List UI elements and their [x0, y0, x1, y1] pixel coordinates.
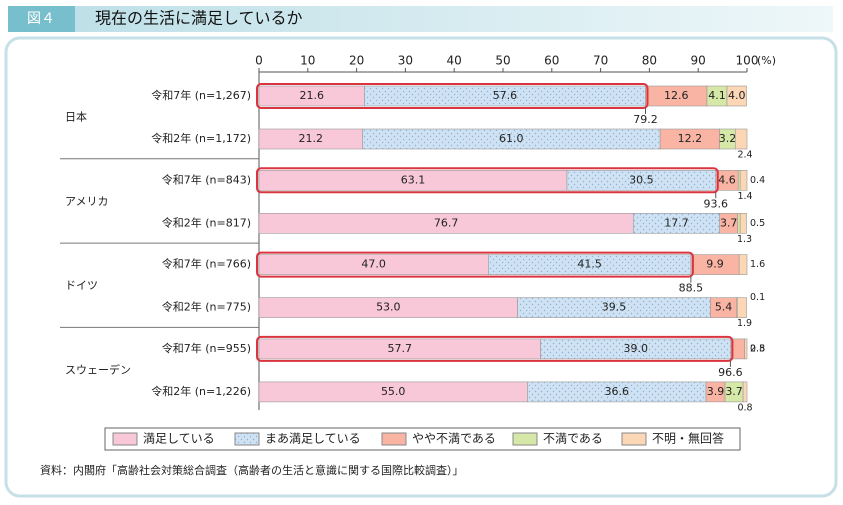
group-label: 日本 — [65, 110, 87, 124]
total-label: 88.5 — [679, 282, 704, 295]
value-label: 0.5 — [750, 343, 765, 354]
value-label: 53.0 — [376, 301, 401, 314]
x-tick-label: 90 — [691, 54, 706, 68]
legend-swatch — [235, 433, 259, 445]
value-label: 2.4 — [737, 150, 752, 161]
group-label: アメリカ — [65, 195, 108, 208]
legend-label: 不明・無回答 — [652, 431, 724, 446]
x-tick-label: 10 — [300, 54, 315, 68]
x-tick-label: 20 — [349, 54, 364, 68]
category-label: 令和7年 (n=955) — [162, 341, 251, 355]
value-label: 3.7 — [720, 216, 738, 229]
value-label: 4.1 — [708, 89, 726, 102]
value-label: 21.6 — [299, 89, 324, 102]
value-label: 1.4 — [737, 191, 752, 202]
category-label: 令和2年 (n=1,172) — [151, 131, 251, 145]
value-label: 47.0 — [361, 258, 386, 271]
category-label: 令和7年 (n=766) — [162, 257, 251, 271]
value-label: 4.0 — [728, 89, 746, 102]
value-label: 39.5 — [602, 301, 627, 314]
group-label: スウェーデン — [65, 362, 131, 376]
value-label: 41.5 — [577, 258, 602, 271]
value-label: 17.7 — [664, 216, 689, 229]
x-tick-label: 80 — [642, 54, 657, 68]
value-label: 3.2 — [719, 132, 737, 145]
legend-swatch — [113, 433, 137, 445]
value-label: 5.4 — [715, 301, 733, 314]
x-tick-label: 40 — [447, 54, 462, 68]
value-label: 3.7 — [725, 385, 743, 398]
total-label: 96.6 — [718, 366, 743, 379]
legend-label: やや不満である — [412, 432, 496, 446]
value-label: 55.0 — [381, 385, 406, 398]
value-label: 30.5 — [629, 173, 654, 186]
category-label: 令和2年 (n=817) — [162, 215, 251, 229]
value-label: 9.9 — [706, 258, 724, 271]
bar-segment — [735, 129, 747, 149]
category-label: 令和7年 (n=1,267) — [151, 88, 251, 102]
x-unit: (%) — [757, 54, 776, 67]
value-label: 1.6 — [750, 259, 765, 270]
category-label: 令和2年 (n=1,226) — [151, 384, 251, 398]
value-label: 61.0 — [499, 132, 524, 145]
value-label: 76.7 — [434, 216, 459, 229]
value-label: 57.7 — [388, 342, 413, 355]
x-tick-label: 70 — [593, 54, 608, 68]
category-label: 令和2年 (n=775) — [162, 300, 251, 314]
value-label: 3.9 — [707, 385, 725, 398]
total-label: 79.2 — [633, 113, 658, 126]
bar-segment — [740, 213, 746, 233]
value-label: 1.3 — [737, 234, 752, 245]
legend-swatch — [513, 433, 537, 445]
value-label: 63.1 — [401, 173, 426, 186]
bar-segment — [738, 213, 740, 233]
bar-segment — [743, 382, 747, 402]
bar-segment — [740, 170, 747, 190]
group-label: ドイツ — [65, 279, 98, 292]
legend-label: まあ満足している — [265, 432, 361, 446]
legend-label: 不満である — [543, 432, 603, 446]
value-label: 4.6 — [718, 173, 736, 186]
value-label: 0.1 — [750, 292, 765, 303]
legend-swatch — [622, 433, 646, 445]
total-label: 93.6 — [704, 197, 729, 210]
figure-label: 図４ — [27, 11, 55, 27]
source: 資料：内閣府「高齢社会対策総合調査（高齢者の生活と意識に関する国際比較調査）」 — [40, 463, 464, 477]
bar-segment — [745, 339, 747, 359]
bar-segment — [739, 255, 747, 275]
value-label: 21.2 — [298, 132, 323, 145]
value-label: 0.8 — [737, 402, 752, 413]
x-tick-label: 100 — [736, 54, 759, 68]
value-label: 12.2 — [678, 132, 703, 145]
value-label: 57.6 — [493, 89, 518, 102]
value-label: 0.4 — [750, 175, 765, 186]
value-label: 1.9 — [737, 318, 752, 329]
value-label: 0.5 — [750, 218, 765, 229]
x-tick-label: 30 — [398, 54, 413, 68]
category-label: 令和7年 (n=843) — [162, 172, 251, 186]
chart-title: 現在の生活に満足しているか — [95, 9, 303, 28]
bar-segment — [737, 298, 746, 318]
legend-label: 満足している — [143, 432, 215, 446]
x-tick-label: 0 — [255, 54, 263, 68]
value-label: 39.0 — [623, 342, 648, 355]
value-label: 36.6 — [604, 385, 629, 398]
x-tick-label: 50 — [495, 54, 510, 68]
x-tick-label: 60 — [544, 54, 559, 68]
value-label: 12.6 — [664, 89, 689, 102]
legend-swatch — [382, 433, 406, 445]
